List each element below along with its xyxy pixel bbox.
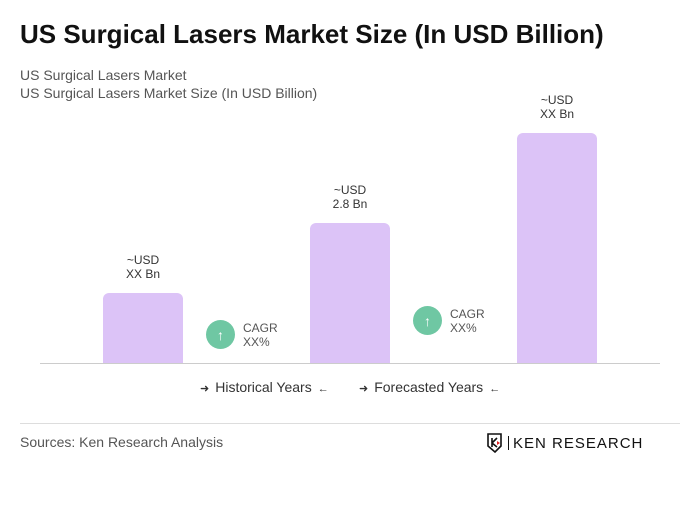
bar — [103, 293, 183, 363]
x-axis — [40, 363, 660, 364]
bar — [310, 223, 390, 363]
data-label: ~USD XX Bn — [125, 253, 161, 281]
cagr-badge: ↑ CAGR XX% — [206, 320, 278, 349]
arrow-left-icon: ← — [317, 383, 329, 395]
ken-research-logo: KEN RESEARCH — [486, 433, 643, 453]
arrow-up-icon: ↑ — [413, 306, 442, 335]
divider — [20, 423, 680, 424]
legend-label: Historical Years — [215, 379, 312, 395]
chart-subtitle: US Surgical Lasers Market Size (In USD B… — [20, 85, 318, 101]
arrow-right-icon: ➜ — [359, 383, 369, 395]
logo-mark-icon — [487, 433, 502, 453]
cagr-label: CAGR — [450, 306, 485, 321]
subtitle: US Surgical Lasers Market — [20, 67, 187, 83]
cagr-value: XX% — [450, 320, 477, 335]
page-title: US Surgical Lasers Market Size (In USD B… — [20, 19, 604, 49]
arrow-right-icon: ➜ — [200, 383, 210, 395]
legend-label: Forecasted Years — [374, 379, 484, 395]
cagr-badge: ↑ CAGR XX% — [413, 306, 485, 335]
arrow-left-icon: ← — [489, 383, 501, 395]
arrow-up-icon: ↑ — [206, 320, 235, 349]
sources-text: Sources: Ken Research Analysis — [20, 434, 224, 450]
legend-historical: ➜ Historical Years ← — [200, 379, 335, 395]
cagr-value: XX% — [243, 334, 270, 349]
cagr-label: CAGR — [243, 320, 278, 335]
bar — [517, 133, 597, 363]
legend-forecasted: ➜ Forecasted Years ← — [359, 379, 506, 395]
data-label: ~USD 2.8 Bn — [332, 183, 368, 211]
data-label: ~USD XX Bn — [539, 93, 575, 121]
